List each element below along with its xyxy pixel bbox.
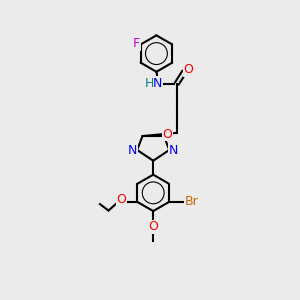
Text: Br: Br: [184, 196, 198, 208]
Text: F: F: [133, 37, 140, 50]
Text: N: N: [153, 77, 163, 90]
Text: H: H: [145, 77, 154, 90]
Text: N: N: [169, 143, 178, 157]
Text: O: O: [183, 63, 193, 76]
Text: O: O: [116, 193, 126, 206]
Text: O: O: [148, 220, 158, 233]
Text: O: O: [162, 128, 172, 141]
Text: N: N: [128, 143, 137, 157]
